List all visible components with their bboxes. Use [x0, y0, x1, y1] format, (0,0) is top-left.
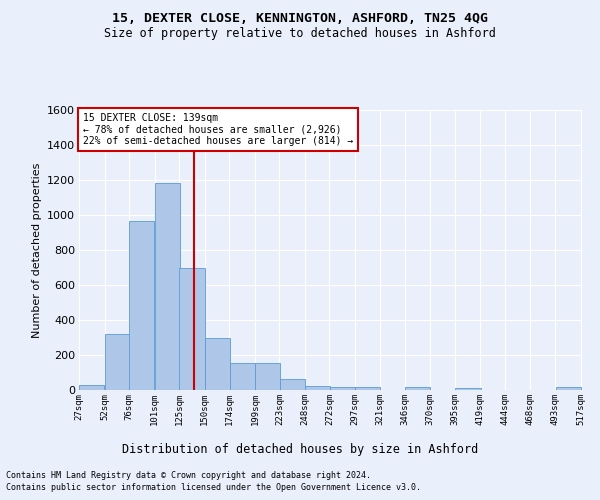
- Bar: [280, 378, 305, 390]
- Text: 15, DEXTER CLOSE, KENNINGTON, ASHFORD, TN25 4QG: 15, DEXTER CLOSE, KENNINGTON, ASHFORD, T…: [112, 12, 488, 26]
- Bar: [330, 386, 355, 390]
- Text: Contains HM Land Registry data © Crown copyright and database right 2024.: Contains HM Land Registry data © Crown c…: [6, 471, 371, 480]
- Text: Contains public sector information licensed under the Open Government Licence v3: Contains public sector information licen…: [6, 484, 421, 492]
- Bar: [255, 363, 280, 390]
- Bar: [130, 221, 154, 390]
- Bar: [556, 388, 581, 390]
- Bar: [179, 268, 205, 390]
- Bar: [406, 388, 430, 390]
- Bar: [230, 363, 254, 390]
- Bar: [355, 386, 380, 390]
- Bar: [155, 182, 180, 390]
- Text: Size of property relative to detached houses in Ashford: Size of property relative to detached ho…: [104, 28, 496, 40]
- Bar: [79, 385, 104, 390]
- Bar: [205, 338, 230, 390]
- Bar: [105, 334, 130, 390]
- Bar: [455, 388, 481, 390]
- Y-axis label: Number of detached properties: Number of detached properties: [32, 162, 41, 338]
- Bar: [305, 386, 330, 390]
- Text: 15 DEXTER CLOSE: 139sqm
← 78% of detached houses are smaller (2,926)
22% of semi: 15 DEXTER CLOSE: 139sqm ← 78% of detache…: [83, 113, 353, 146]
- Text: Distribution of detached houses by size in Ashford: Distribution of detached houses by size …: [122, 442, 478, 456]
